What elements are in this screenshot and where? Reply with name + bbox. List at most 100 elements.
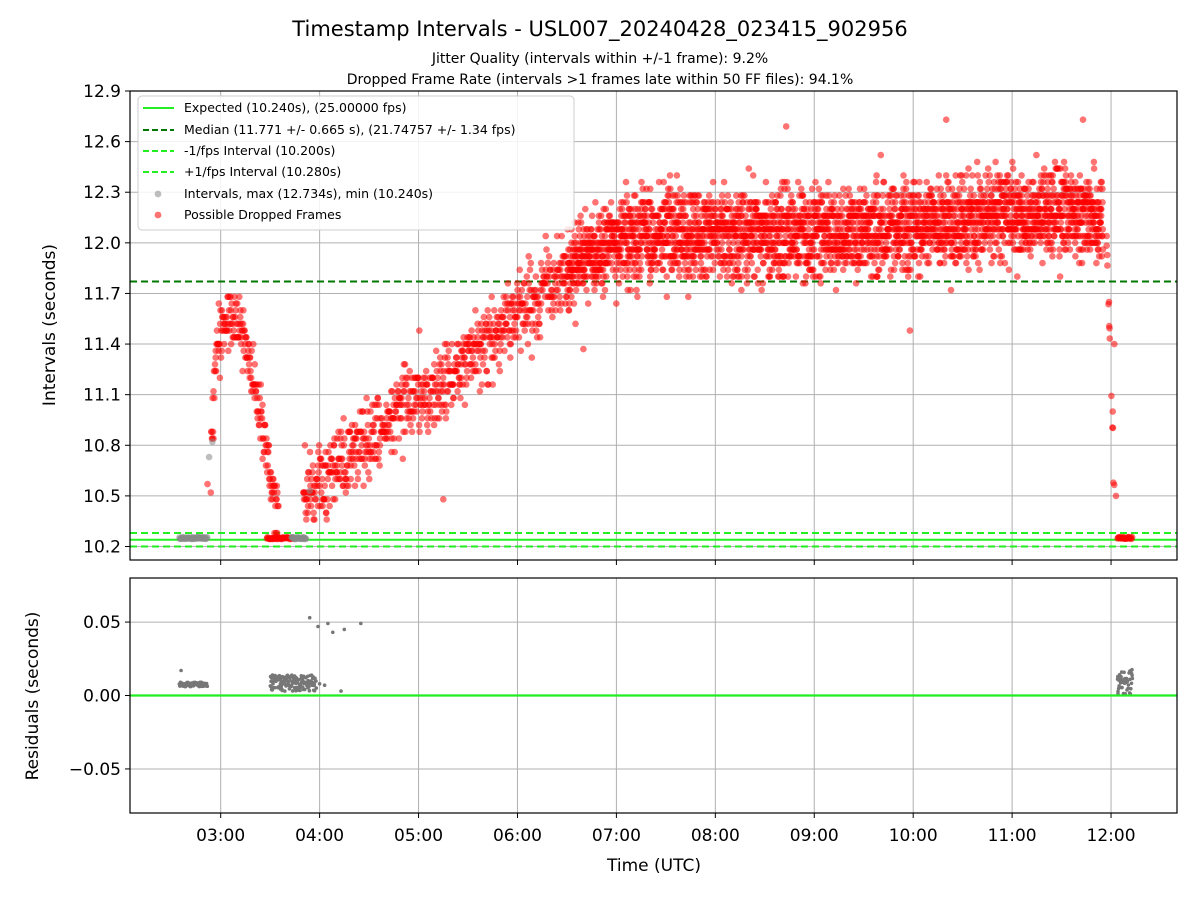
dropped-frame-point xyxy=(491,354,498,361)
dropped-frame-point xyxy=(706,246,713,253)
dropped-frame-point xyxy=(1051,232,1058,240)
residual-point xyxy=(1130,673,1134,678)
dropped-frame-point xyxy=(385,421,393,429)
dropped-frame-point xyxy=(656,259,663,267)
dropped-frame-point xyxy=(694,205,702,213)
dropped-frame-point xyxy=(937,185,945,193)
dropped-frame-point xyxy=(258,408,265,415)
dropped-frame-point xyxy=(423,421,431,429)
x-tick-label: 10:00 xyxy=(889,826,938,846)
dropped-frame-point xyxy=(647,185,654,193)
dropped-frame-point xyxy=(668,266,676,274)
dropped-frame-point xyxy=(491,307,498,314)
dropped-frame-point xyxy=(744,266,752,274)
dropped-frame-point xyxy=(331,496,339,503)
dropped-frame-point xyxy=(864,226,872,233)
dropped-frame-point xyxy=(265,442,273,449)
dropped-frame-point xyxy=(247,367,254,375)
x-tick-label: 06:00 xyxy=(493,826,542,846)
dropped-frame-point xyxy=(695,192,703,199)
dropped-frame-point xyxy=(988,192,995,199)
dropped-frame-point xyxy=(256,394,264,402)
dropped-frame-point xyxy=(365,469,372,476)
dropped-frame-point xyxy=(1060,158,1068,166)
dropped-frame-point xyxy=(887,246,894,253)
dropped-frame-point xyxy=(872,178,880,186)
dropped-frame-point xyxy=(308,475,315,483)
dropped-frame-point xyxy=(859,239,866,247)
dropped-frame-point xyxy=(485,313,493,321)
dropped-frame-point xyxy=(1112,492,1120,500)
dropped-frame-point xyxy=(336,475,344,483)
dropped-frame-point xyxy=(577,219,585,226)
dropped-frame-point xyxy=(882,239,890,247)
dropped-frame-point xyxy=(871,259,878,267)
dropped-frame-point xyxy=(273,496,280,503)
dropped-frame-point xyxy=(619,273,626,280)
dropped-frame-point xyxy=(537,300,545,307)
dropped-frame-point xyxy=(712,212,719,220)
dropped-frame-point xyxy=(636,259,644,267)
residual-point xyxy=(1130,676,1135,681)
dropped-frame-point xyxy=(478,320,485,328)
dropped-frame-point xyxy=(930,239,937,247)
dropped-frame-point xyxy=(515,334,523,341)
dropped-frame-point xyxy=(810,246,818,253)
dropped-frame-point xyxy=(1090,158,1098,166)
dropped-frame-point xyxy=(872,199,880,206)
dropped-frame-point xyxy=(463,367,471,375)
dropped-frame-point xyxy=(461,354,469,361)
bottom-y-tick-label: 0.00 xyxy=(83,687,121,707)
dropped-frame-point xyxy=(561,280,569,287)
dropped-frame-point xyxy=(1051,158,1059,166)
dropped-frame-point xyxy=(997,259,1004,267)
dropped-frame-point xyxy=(772,199,780,206)
dropped-frame-point xyxy=(527,259,535,267)
dropped-frame-point xyxy=(959,178,966,186)
dropped-frame-point xyxy=(459,347,467,355)
dropped-frame-point xyxy=(364,421,372,429)
dropped-frame-point xyxy=(808,185,816,193)
dropped-frame-point xyxy=(558,232,565,240)
dropped-frame-point xyxy=(1111,340,1118,348)
dropped-frame-point xyxy=(1078,259,1086,267)
dropped-frame-point xyxy=(303,516,310,523)
dropped-frame-point xyxy=(738,252,745,260)
dropped-frame-point xyxy=(475,367,483,375)
x-tick-label: 12:00 xyxy=(1087,826,1136,846)
dropped-frame-point xyxy=(663,293,671,301)
dropped-frame-point xyxy=(908,239,915,247)
dropped-frame-point xyxy=(1049,172,1057,179)
dropped-frame-point xyxy=(306,448,314,456)
dropped-frame-point xyxy=(430,361,438,368)
dropped-frame-point xyxy=(1066,246,1074,253)
dropped-frame-point xyxy=(942,172,950,179)
dropped-frame-point xyxy=(623,199,630,206)
dropped-frame-point xyxy=(927,185,935,193)
dropped-frame-point xyxy=(496,367,504,375)
dropped-frame-point xyxy=(1037,239,1044,247)
dropped-frame-point xyxy=(1039,259,1046,267)
dropped-frame-point xyxy=(942,116,950,123)
dropped-frame-point xyxy=(840,185,847,193)
dropped-frame-point xyxy=(392,408,400,415)
dropped-frame-point xyxy=(789,199,797,206)
dropped-frame-point xyxy=(767,205,775,213)
residual-point xyxy=(279,683,284,687)
dropped-frame-point xyxy=(1013,226,1020,233)
dropped-frame-point xyxy=(896,246,904,253)
dropped-frame-point xyxy=(233,300,241,307)
dropped-frame-point xyxy=(439,374,447,382)
dropped-frame-point xyxy=(375,448,383,456)
dropped-frame-point xyxy=(741,192,748,199)
dropped-frame-point xyxy=(507,340,515,348)
dropped-frame-point xyxy=(735,259,742,267)
dropped-frame-point xyxy=(468,347,476,355)
dropped-frame-point xyxy=(1072,178,1079,186)
dropped-frame-point xyxy=(636,246,644,253)
dropped-frame-point xyxy=(420,388,428,395)
dropped-frame-point xyxy=(326,502,333,510)
top-y-tick-label: 12.3 xyxy=(83,183,121,203)
dropped-frame-point xyxy=(337,428,345,436)
dropped-frame-point xyxy=(835,259,842,267)
